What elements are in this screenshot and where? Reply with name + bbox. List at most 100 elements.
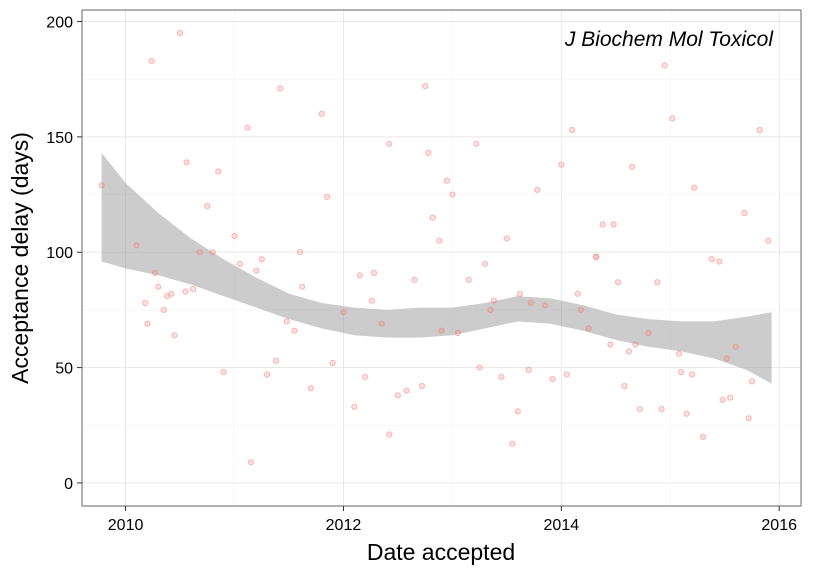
data-point	[490, 297, 497, 304]
y-axis-title: Acceptance delay (days)	[7, 132, 33, 384]
data-point	[324, 193, 331, 200]
data-point	[272, 357, 279, 364]
data-point	[716, 258, 723, 265]
data-point	[411, 276, 418, 283]
data-point	[541, 302, 549, 309]
data-point	[196, 249, 203, 256]
data-point	[258, 256, 265, 263]
chart-annotation: J Biochem Mol Toxicol	[564, 28, 774, 51]
y-tick-label: 50	[55, 361, 73, 378]
data-point	[231, 233, 238, 240]
data-point	[155, 283, 162, 290]
data-point	[482, 260, 489, 267]
data-point	[614, 279, 622, 286]
data-point	[719, 396, 726, 403]
data-points	[98, 29, 772, 466]
data-point	[558, 161, 565, 168]
data-point	[378, 320, 385, 327]
data-point	[498, 373, 505, 380]
smooth-band	[101, 153, 772, 384]
data-point	[370, 269, 378, 277]
data-point	[585, 325, 592, 332]
data-point	[675, 350, 683, 357]
data-point	[142, 299, 149, 307]
y-axis: 0 50 100 150 200	[46, 15, 82, 493]
data-point	[362, 373, 369, 380]
data-point	[525, 366, 532, 373]
data-point	[182, 288, 189, 295]
data-point	[220, 369, 227, 376]
data-point	[599, 221, 606, 228]
data-point	[465, 276, 472, 283]
data-point	[449, 191, 456, 198]
data-point	[425, 149, 432, 157]
data-point	[607, 341, 614, 348]
data-point	[236, 260, 244, 267]
data-point	[283, 318, 290, 325]
data-point	[183, 159, 190, 166]
data-point	[765, 237, 772, 244]
y-tick-label: 0	[64, 476, 73, 493]
data-point	[209, 249, 216, 256]
data-point	[476, 364, 483, 371]
plot-border	[81, 9, 802, 507]
data-point	[386, 140, 393, 147]
data-point	[151, 269, 159, 277]
data-point	[438, 327, 445, 334]
data-point	[340, 309, 347, 316]
data-point	[691, 184, 698, 191]
data-point	[356, 272, 363, 279]
data-point	[741, 209, 748, 217]
data-point	[307, 385, 314, 392]
data-point	[204, 203, 211, 210]
data-point	[632, 341, 639, 348]
data-point	[318, 110, 325, 117]
data-point	[133, 242, 140, 249]
y-tick-label: 150	[46, 130, 73, 147]
data-point	[727, 394, 734, 401]
data-point	[429, 214, 436, 221]
data-point	[264, 371, 271, 378]
data-point	[171, 332, 178, 339]
data-point	[625, 348, 633, 355]
data-point	[487, 306, 494, 313]
data-point	[418, 382, 425, 390]
data-point	[168, 290, 175, 297]
data-point	[443, 177, 450, 184]
data-point	[534, 186, 541, 193]
data-point	[645, 329, 652, 337]
data-point	[654, 279, 661, 286]
data-point	[144, 320, 151, 327]
data-point	[215, 168, 222, 175]
data-point	[329, 359, 336, 367]
x-axis: 2010 2012 2014 2016	[108, 506, 797, 534]
x-axis-title: Date accepted	[367, 539, 515, 565]
data-point	[699, 433, 707, 440]
data-point	[658, 406, 665, 413]
data-point	[756, 126, 763, 134]
x-tick-label: 2012	[326, 517, 362, 534]
data-point	[247, 459, 254, 466]
y-tick-label: 100	[46, 245, 73, 262]
data-point	[403, 387, 410, 394]
data-point	[629, 163, 636, 170]
data-point	[621, 382, 628, 390]
data-point	[190, 286, 197, 293]
data-point	[503, 235, 510, 242]
data-point	[610, 221, 617, 228]
data-point	[708, 256, 715, 263]
data-point	[351, 403, 358, 410]
data-point	[574, 290, 581, 297]
data-point	[368, 297, 375, 304]
data-point	[394, 392, 401, 399]
x-tick-label: 2014	[544, 517, 580, 534]
data-point	[422, 83, 429, 90]
data-point	[291, 327, 298, 334]
data-point	[689, 371, 696, 378]
y-tick-label: 200	[46, 15, 73, 32]
data-point	[98, 182, 105, 189]
data-point	[661, 62, 668, 69]
data-point	[454, 329, 461, 337]
data-point	[160, 306, 167, 313]
